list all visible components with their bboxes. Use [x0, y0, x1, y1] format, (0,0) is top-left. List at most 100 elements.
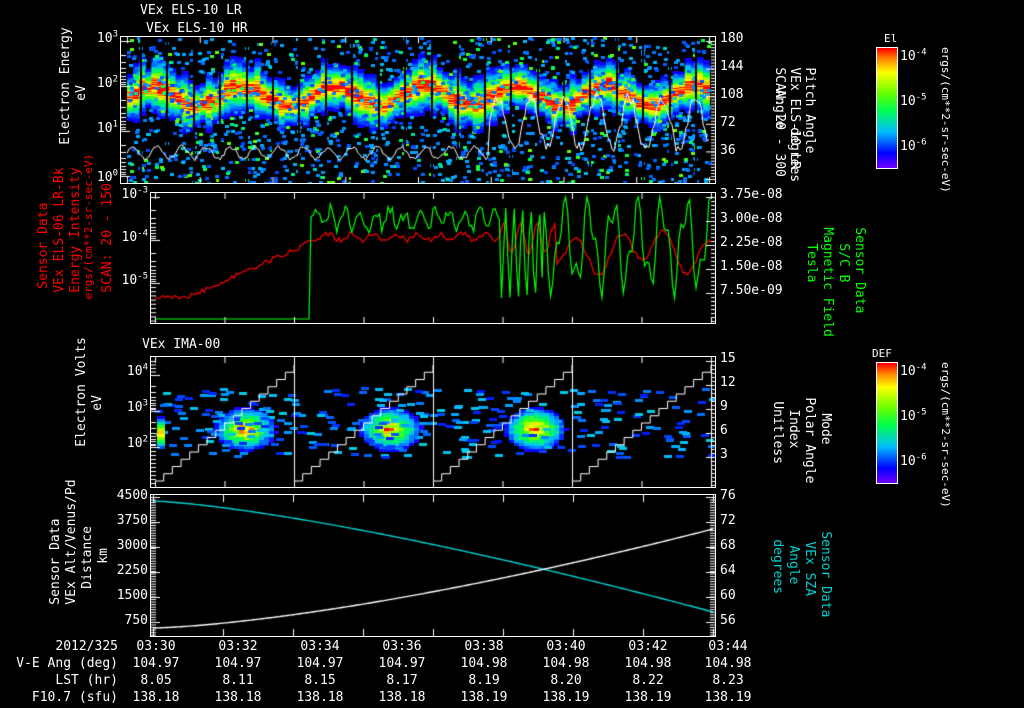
panel-els-spectrogram	[120, 36, 716, 184]
panel2-left-tick-1: 10-4	[121, 228, 149, 245]
colorbar1	[876, 47, 898, 169]
table-row-label-0: 2012/325	[55, 639, 118, 654]
panel4-right-axis-angle: Angle	[774, 514, 813, 604]
panel1-right-axis-scan-text: SCAN: 20 - 300	[772, 67, 787, 177]
panel-energy-intensity-bfield	[150, 192, 716, 324]
table-cell-r1-c7: 104.98	[704, 656, 752, 671]
panel4-left-tick-labels: 4500 3750 3000 2250 1500 750	[100, 487, 148, 645]
panel4-right-tick-5: 56	[720, 613, 736, 628]
panel3-right-axis-polar-text: Polar Angle	[802, 397, 817, 484]
panel3-right-axis-polar: Polar Angle	[790, 366, 829, 483]
table-row-label-1: V-E Ang (deg)	[16, 656, 118, 671]
panel1-right-tick-4: 36	[720, 143, 736, 158]
panel3-right-axis-unitless: Unitless	[758, 370, 797, 475]
panel2-right-axis-sensor: Sensor Data	[840, 196, 879, 320]
panel1-right-axis-degrees: degrees	[775, 96, 814, 186]
table-cell-r0-c0: 03:30	[136, 639, 176, 654]
table-cell-r0-c5: 03:40	[546, 639, 586, 654]
colorbar1-tick-1: 10-5	[900, 92, 927, 109]
colorbar3-tick-1: 10-5	[900, 407, 927, 424]
colorbar1-tick-2: 10-6	[900, 137, 927, 154]
panel2-right-tick-1: 3.00e-08	[720, 211, 783, 226]
table-cell-r0-c4: 03:38	[464, 639, 504, 654]
panel-altitude-sza	[150, 494, 716, 637]
panel3-right-tick-3: 6	[720, 423, 728, 438]
panel2-right-tick-3: 1.50e-08	[720, 259, 783, 274]
panel3-right-axis-mode: Mode	[806, 382, 845, 466]
panel4-right-tick-1: 72	[720, 513, 736, 528]
panel3-right-tick-1: 12	[720, 375, 736, 390]
table-cell-r2-c5: 8.20	[550, 673, 582, 688]
panel1-left-tick-0: 103	[96, 29, 118, 46]
table-cell-r3-c4: 138.19	[460, 690, 508, 705]
table-cell-r1-c6: 104.98	[624, 656, 672, 671]
panel2-right-tick-2: 2.25e-08	[720, 235, 783, 250]
colorbar1-tick-labels: 10-4 10-5 10-6	[900, 40, 946, 180]
panel3-right-axis-index-text: Index	[786, 409, 801, 449]
panel4-left-tick-4: 1500	[116, 588, 148, 603]
panel2-right-tick-0: 3.75e-08	[720, 187, 783, 202]
panel3-title: VEx IMA-00	[142, 337, 221, 352]
table-cell-r2-c4: 8.19	[468, 673, 500, 688]
table-cell-r3-c3: 138.18	[378, 690, 426, 705]
panel4-right-axis-sza: VEx SZA	[790, 510, 829, 610]
panel1-right-axis-label: Pitch Angle	[790, 36, 829, 176]
colorbar1-title: El	[884, 32, 898, 45]
panel4-right-tick-labels: 76 72 68 64 60 56	[720, 487, 748, 645]
table-cell-r1-c5: 104.98	[542, 656, 590, 671]
table-cell-r0-c3: 03:36	[382, 639, 422, 654]
table-cell-r2-c6: 8.22	[632, 673, 664, 688]
panel3-right-axis-mode-text: Mode	[818, 413, 833, 445]
table-row-label-2: LST (hr)	[55, 673, 118, 688]
panel4-right-tick-4: 60	[720, 588, 736, 603]
table-cell-r3-c2: 138.18	[296, 690, 344, 705]
panel4-left-tick-3: 2250	[116, 563, 148, 578]
panel2-left-tick-labels: 10-3 10-4 10-5	[104, 186, 149, 331]
panel2-right-axis-bfield: Magnetic Field	[808, 196, 847, 337]
table-cell-r2-c0: 8.05	[140, 673, 172, 688]
colorbar3-tick-0: 10-4	[900, 362, 927, 379]
panel4-right-axis-degrees: degrees	[758, 508, 797, 618]
table-cell-r3-c6: 138.19	[624, 690, 672, 705]
panel2-right-tick-4: 7.50e-09	[720, 283, 783, 298]
panel1-right-axis-sensor: VEx ELS-10 LR	[775, 36, 814, 176]
colorbar3-tick-2: 10-6	[900, 452, 927, 469]
table-cell-r3-c1: 138.18	[214, 690, 262, 705]
table-cell-r0-c6: 03:42	[628, 639, 668, 654]
panel1-right-tick-2: 108	[720, 87, 744, 102]
panel3-left-tick-1: 103	[126, 398, 148, 415]
panel2-right-axis-sensor-text: Sensor Data	[852, 227, 867, 314]
panel2-right-axis-bfield-text: Magnetic Field	[820, 227, 835, 337]
panel4-right-tick-2: 68	[720, 538, 736, 553]
panel3-left-tick-2: 102	[126, 434, 148, 451]
colorbar3	[876, 362, 898, 484]
panel4-right-axis-angle-text: Angle	[786, 545, 801, 585]
panel1-left-tick-3: 100	[96, 168, 118, 185]
colorbar3-unit-label: ergs/(cm**2-sr-sec-eV)	[939, 362, 952, 508]
panel4-right-axis-sensor-text: Sensor Data	[818, 531, 833, 618]
colorbar1-tick-0: 10-4	[900, 47, 927, 64]
panel3-left-axis-unit-text: eV	[90, 395, 105, 411]
panel2-right-axis-tesla-text: Tesla	[804, 243, 819, 283]
table-cell-r1-c2: 104.97	[296, 656, 344, 671]
panel1-right-tick-0: 180	[720, 31, 744, 46]
panel1-right-tick-1: 144	[720, 59, 744, 74]
panel4-right-axis-sza-text: VEx SZA	[802, 541, 817, 597]
table-cell-r3-c5: 138.19	[542, 690, 590, 705]
panel1-title-lr: VEx ELS-10 LR	[140, 3, 242, 18]
panel2-right-axis-sc: S/C B	[824, 212, 863, 312]
table-cell-r0-c7: 03:44	[708, 639, 748, 654]
panel1-right-axis-scan: SCAN: 20 - 300	[760, 36, 799, 177]
table-cell-r1-c4: 104.98	[460, 656, 508, 671]
panel1-right-tick-labels: 180 144 108 72 36	[720, 30, 766, 190]
panel3-right-tick-0: 15	[720, 351, 736, 366]
panel1-title-hr: VEx ELS-10 HR	[146, 21, 248, 36]
bottom-parameter-table: 2012/325 V-E Ang (deg) LST (hr) F10.7 (sfu)…	[0, 640, 1024, 708]
table-cell-r3-c7: 138.19	[704, 690, 752, 705]
table-cell-r0-c1: 03:32	[218, 639, 258, 654]
colorbar1-unit-label: ergs/(cm**2-sr-sec-eV)	[939, 47, 952, 193]
panel1-left-tick-1: 102	[96, 74, 118, 91]
colorbar3-tick-labels: 10-4 10-5 10-6	[900, 355, 946, 495]
table-cell-r2-c7: 8.23	[712, 673, 744, 688]
table-cell-r1-c0: 104.97	[132, 656, 180, 671]
